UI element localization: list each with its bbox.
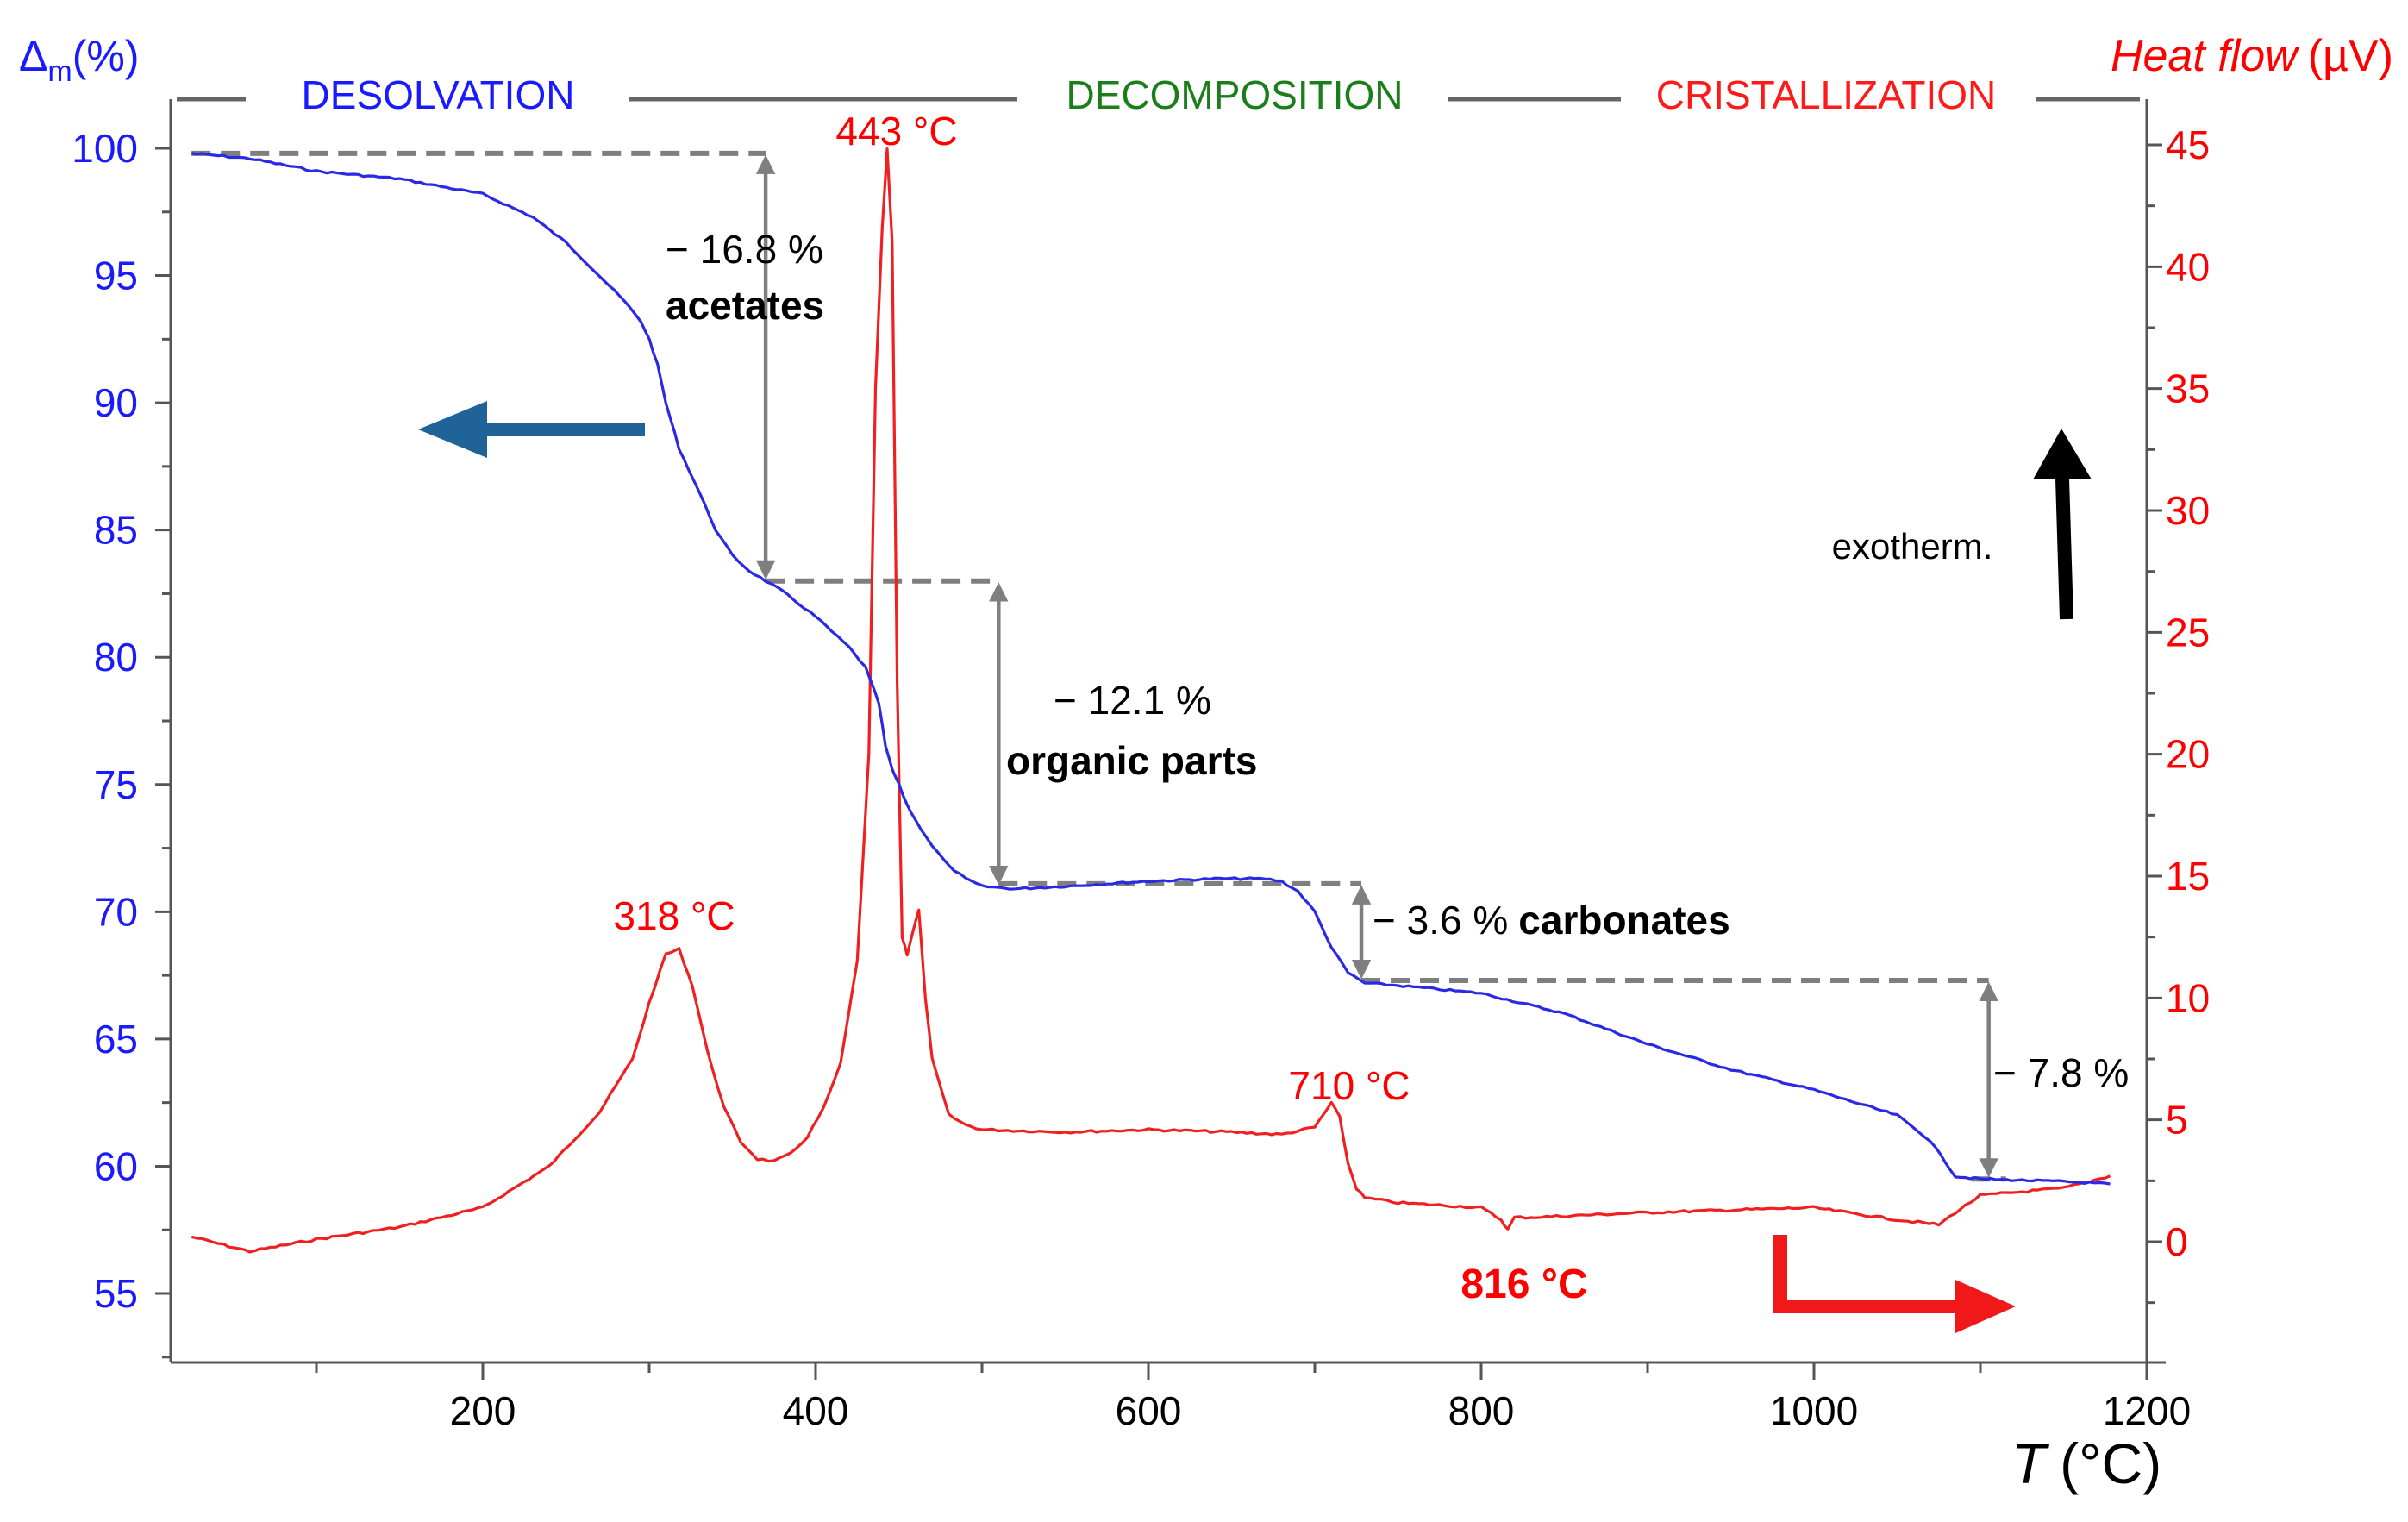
right-y-tick-label: 15 <box>2166 854 2210 899</box>
phase-decomposition: DECOMPOSITION <box>1066 72 1403 117</box>
phase-header: DESOLVATION DECOMPOSITION CRISTALLIZATIO… <box>177 72 2140 117</box>
right-y-tick-label: 5 <box>2166 1098 2188 1143</box>
right-y-tick-label: 20 <box>2166 732 2210 777</box>
peak-label-710: 710 °C <box>1288 1063 1410 1108</box>
mass-step-guides <box>191 150 2006 1182</box>
left-axis-title: Δm(%) <box>19 32 140 88</box>
phase-cristallization: CRISTALLIZATION <box>1656 72 1996 117</box>
right-axis-arrow <box>1773 1235 2016 1333</box>
x-axis-title: T (°C) <box>2011 1431 2161 1495</box>
step-acetates-label: acetates <box>666 283 824 328</box>
right-y-ticks: 0 5 10 15 20 25 30 35 40 45 <box>2147 122 2210 1305</box>
exotherm-label: exotherm. <box>1832 526 1993 567</box>
mass-loss-series-line <box>191 152 2111 1186</box>
x-tick-label: 400 <box>783 1388 849 1433</box>
step-organic-label: organic parts <box>1006 738 1257 783</box>
right-y-tick-label: 45 <box>2166 122 2210 167</box>
left-y-tick-label: 90 <box>94 380 138 425</box>
x-tick-label: 800 <box>1448 1388 1515 1433</box>
heat-flow-series-line <box>191 147 2111 1254</box>
left-y-tick-label: 65 <box>94 1017 138 1062</box>
axes: 200 400 600 800 1000 1200 5560657075808590951… <box>72 99 2210 1433</box>
x-tick-label: 600 <box>1116 1388 1182 1433</box>
right-y-tick-label: 10 <box>2166 975 2210 1020</box>
left-y-tick-label: 75 <box>94 762 138 807</box>
x-ticks: 200 400 600 800 1000 1200 <box>315 1362 2191 1433</box>
left-y-ticks: 55 60 65 70 75 80 85 90 95 100 <box>72 126 171 1359</box>
right-y-tick-label: 25 <box>2166 610 2210 655</box>
step-carbonates: − 3.6 % carbonates <box>1373 898 1730 943</box>
left-y-tick-label: 95 <box>94 254 138 298</box>
left-y-tick-label: 60 <box>94 1143 138 1188</box>
peak-label-318: 318 °C <box>613 893 735 938</box>
left-y-tick-label: 85 <box>94 508 138 553</box>
phase-desolvation: DESOLVATION <box>302 72 575 117</box>
right-y-tick-label: 40 <box>2166 244 2210 289</box>
x-tick-label: 1200 <box>2103 1388 2191 1433</box>
right-y-tick-label: 30 <box>2166 488 2210 533</box>
left-y-tick-label: 100 <box>72 126 138 171</box>
right-y-tick-label: 0 <box>2166 1219 2188 1264</box>
step-organic-value: − 12.1 % <box>1054 678 1211 723</box>
exotherm-arrow <box>2033 429 2092 620</box>
left-axis-arrow <box>418 401 645 458</box>
step-acetates-value: − 16.8 % <box>666 227 823 272</box>
left-y-tick-label: 55 <box>94 1271 138 1316</box>
peak-label-443: 443 °C <box>835 109 957 153</box>
step-final-value: − 7.8 % <box>1993 1050 2129 1095</box>
x-tick-label: 200 <box>450 1388 516 1433</box>
left-y-tick-label: 70 <box>94 889 138 934</box>
peak-label-816: 816 °C <box>1460 1262 1587 1307</box>
right-y-tick-label: 35 <box>2166 366 2210 411</box>
right-axis-title: Heat flow (µV) <box>2111 31 2393 81</box>
x-tick-label: 1000 <box>1770 1388 1858 1433</box>
left-y-tick-label: 80 <box>94 635 138 680</box>
